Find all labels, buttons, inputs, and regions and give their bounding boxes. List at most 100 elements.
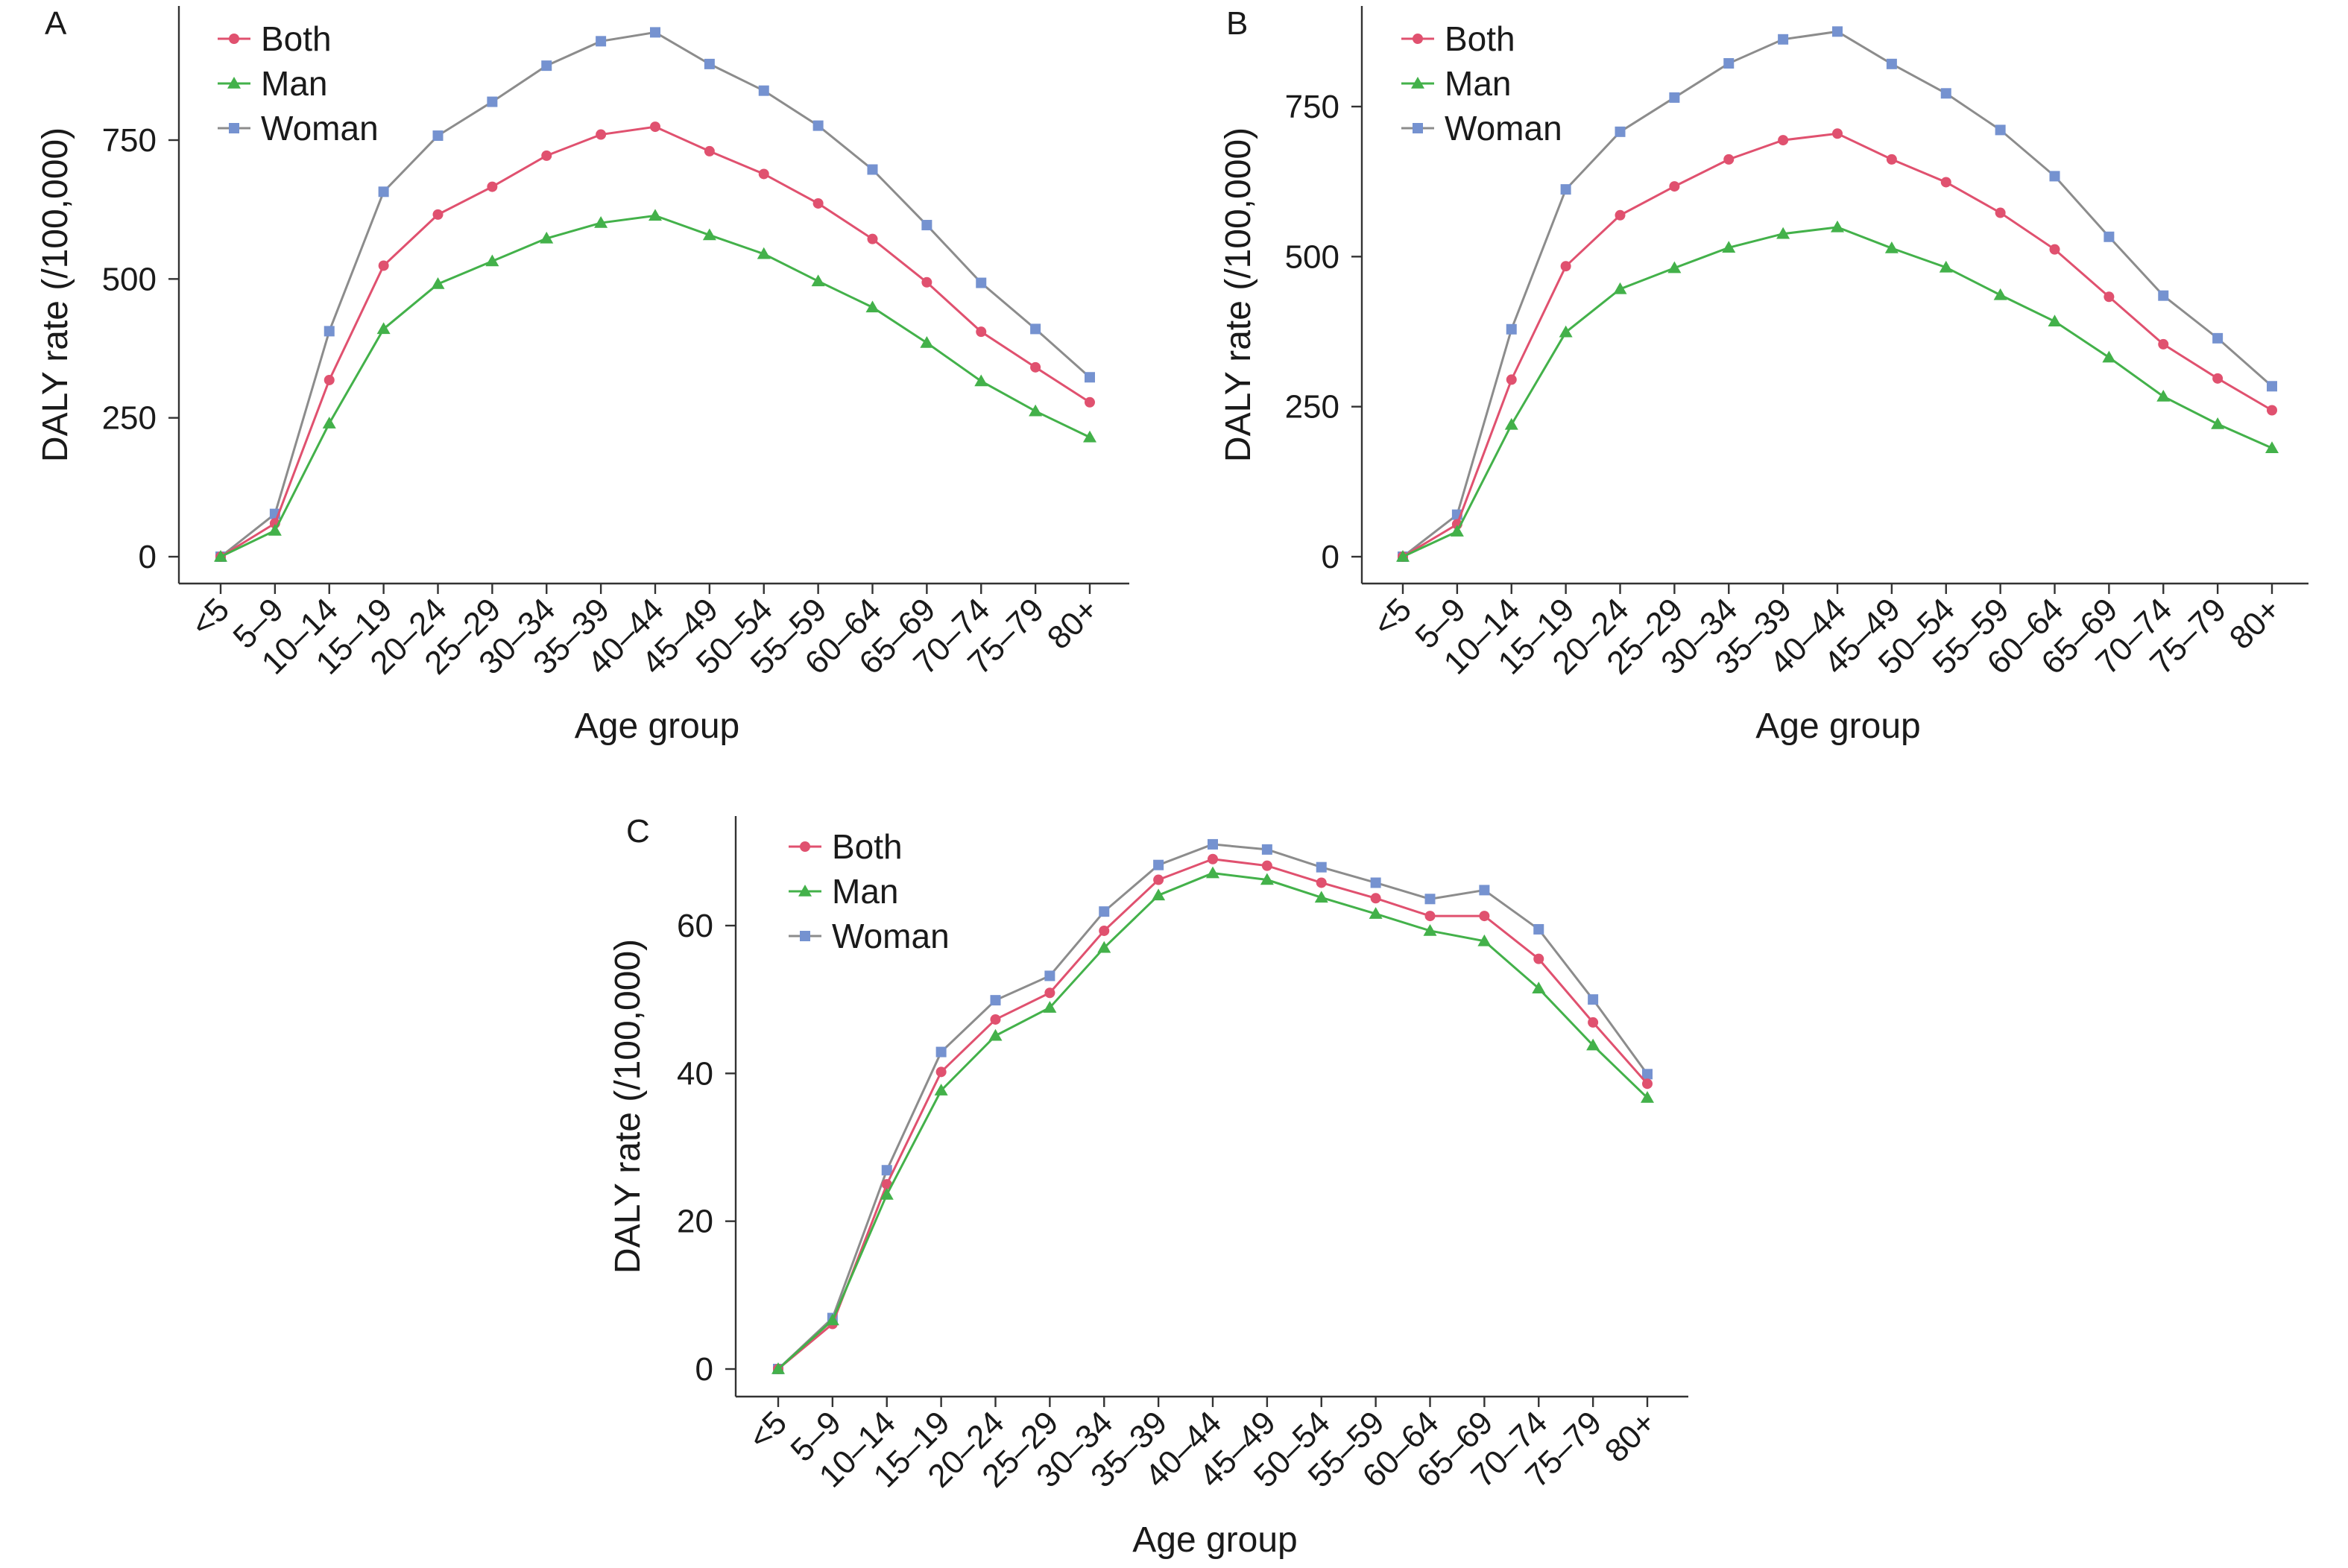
panel-a-man-point [431, 277, 445, 289]
panel-b-man-point [1884, 241, 1899, 253]
panel-a-woman-point [867, 164, 878, 175]
panel-b-woman-point [1940, 88, 1951, 99]
panel-c-legend-both-label: Both [832, 827, 903, 866]
panel-b-both-point [2049, 244, 2060, 255]
panel-a-both-point [1030, 361, 1041, 373]
panel-c-man-point [934, 1084, 948, 1096]
panel-b-man-point [2211, 417, 2225, 429]
panel-c-woman-point [881, 1165, 892, 1176]
panel-c-legend-woman-marker [800, 931, 810, 941]
panel-c-both-point [1370, 893, 1381, 904]
panel-b-legend-man-label: Man [1445, 64, 1511, 103]
panel-b-man-point [2048, 314, 2062, 327]
panel-a-label: A [45, 5, 67, 42]
panel-a-both-line [220, 125, 1091, 558]
panel-c-man-point [1097, 941, 1111, 953]
panel-a-woman-point [758, 85, 769, 96]
panel-c-both-point [1316, 877, 1327, 888]
panel-c-series-both [773, 853, 1653, 1374]
panel-b-woman-point [1669, 92, 1680, 103]
panel-b-woman-point [1615, 126, 1626, 137]
panel-c-woman-point [935, 1046, 947, 1058]
panel-c-both-point [1044, 987, 1055, 999]
panel-b-both-point [1506, 374, 1517, 385]
panel-b-both-point [2158, 338, 2169, 350]
panel-c-both-point [1479, 911, 1490, 922]
panel-c-both-point [1642, 1078, 1653, 1090]
panel-a-man-point [811, 274, 825, 287]
panel-b-legend-man-marker [1411, 77, 1424, 89]
panel-c-x-tick-label: 80+ [1598, 1404, 1663, 1469]
panel-a-woman-point [487, 96, 498, 107]
panel-c-legend-man-label: Man [832, 872, 898, 911]
panel-a-man-point [1029, 404, 1043, 417]
panel-b-legend: Both Man Woman [1401, 19, 1562, 148]
panel-b-series-both [1398, 128, 2277, 562]
panel-a-both-point [758, 168, 769, 180]
panel-c-both-point [1261, 860, 1272, 871]
panel-c-woman-point [1642, 1069, 1653, 1080]
panel-b-legend-both-marker [1413, 34, 1423, 44]
panel-c-man-point [825, 1313, 839, 1326]
panel-a-woman-point [1030, 323, 1041, 335]
panel-c-man-point [1152, 888, 1166, 901]
panel-b-both-point [1886, 154, 1897, 165]
panel-a-man-point [865, 300, 880, 313]
panel-b-x-tick-label: <5 [1366, 591, 1418, 643]
panel-a-series-man [214, 209, 1096, 562]
panel-a-both-point [650, 121, 660, 133]
panel-b-man-point [1776, 227, 1790, 239]
panel-b-woman-point [2212, 332, 2224, 344]
panel-b-y-tick-label: 750 [1285, 89, 1339, 125]
panel-b-woman-point [1995, 124, 2006, 136]
panel-c-series-man [771, 866, 1654, 1374]
panel-b-both-point [1778, 135, 1789, 146]
panel-a-woman-point [378, 186, 389, 197]
panel-c-y-axis-title: DALY rate (/100,000) [608, 939, 648, 1274]
panel-c-woman-point [1153, 859, 1164, 870]
panel-c-label: C [626, 813, 650, 850]
panel-b-y-tick-label: 0 [1322, 539, 1339, 575]
panel-c-x-tick-label: <5 [742, 1404, 794, 1456]
panel-b-woman-point [1778, 34, 1789, 45]
panel-a-y-tick-label: 500 [102, 261, 157, 297]
panel-b-woman-point [1832, 26, 1843, 37]
panel-b-man-point [1831, 220, 1844, 233]
panel-b-y-tick-label: 250 [1285, 389, 1339, 426]
panel-a-both-point [324, 374, 335, 385]
panel-c-woman-point [1533, 923, 1544, 935]
panel-a-both-point [541, 150, 552, 161]
panel-a-legend-man-label: Man [261, 64, 327, 103]
panel-a-both-point [378, 260, 389, 271]
panel-a-series-woman [215, 27, 1095, 562]
panel-c-man-point [880, 1187, 894, 1200]
panel-a-legend: Both Man Woman [218, 19, 379, 148]
panel-b-man-point [1559, 325, 1573, 338]
panel-a-man-point [376, 322, 391, 335]
panel-a-legend-woman-label: Woman [261, 109, 379, 148]
panel-a-both-point [921, 276, 932, 288]
panel-a-y-axis-title: DALY rate (/100,000) [36, 127, 75, 462]
panel-a-y-tick-label: 0 [139, 539, 157, 575]
panel-a-man-point [214, 550, 227, 562]
panel-c-both-point [1153, 874, 1164, 885]
panel-a-woman-point [541, 60, 552, 72]
panel-c-legend-both-marker [800, 841, 810, 852]
panel-a-both-point [1085, 396, 1095, 408]
panel-a-both-point [812, 197, 824, 209]
panel-b-x-axis-title: Age group [1755, 706, 1921, 746]
panel-c-man-point [1206, 866, 1219, 879]
panel-a-man-point [322, 417, 336, 429]
panel-b-woman-point [2049, 171, 2060, 182]
panel-a-woman-point [976, 277, 987, 288]
panel-b-man-point [1504, 417, 1518, 430]
panel-c-y-tick-label: 60 [677, 908, 713, 944]
panel-a-x-axis-title: Age group [575, 706, 740, 746]
panel-c-woman-point [1261, 844, 1272, 855]
panel-a-both-point [704, 145, 715, 157]
panel-a-woman-point [1085, 372, 1095, 383]
panel-c-man-point [1586, 1038, 1600, 1051]
panel-a-man-point [268, 523, 282, 536]
panel-b-man-point [1450, 525, 1464, 537]
panel-c-both-point [935, 1066, 947, 1078]
